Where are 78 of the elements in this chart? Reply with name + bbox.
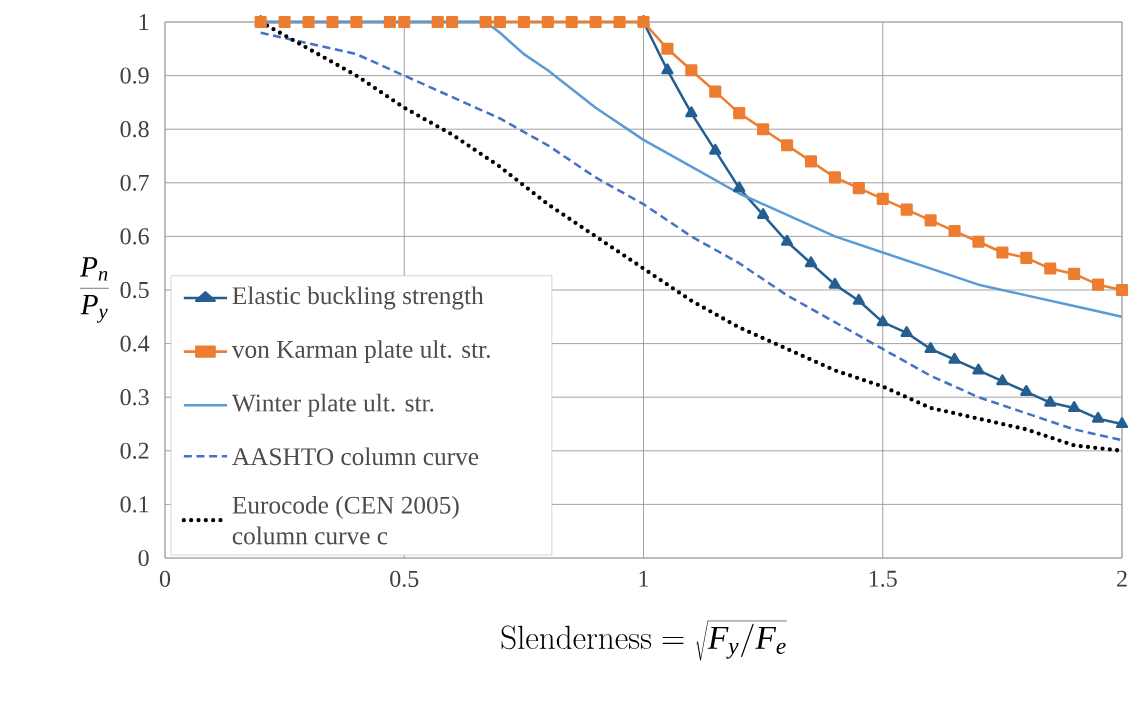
point: [876, 315, 889, 327]
point: [780, 234, 794, 246]
point: [1115, 283, 1129, 297]
point: [613, 15, 626, 29]
y-tick-label: 1: [139, 14, 149, 30]
y-tick-label: 0.2: [120, 442, 149, 459]
point: [685, 106, 698, 118]
point: [924, 214, 937, 227]
point: [1044, 395, 1057, 407]
point: [383, 15, 396, 29]
y-tick-label: 0.8: [120, 121, 149, 138]
y-tick-label: 0.7: [120, 174, 149, 191]
point: [876, 192, 889, 205]
point: [350, 15, 363, 29]
point: [1068, 401, 1081, 412]
legend-label: Elastic buckling strength: [232, 286, 484, 310]
point: [780, 139, 794, 152]
point: [972, 363, 985, 375]
legend-label: Winter plate ult. str.: [231, 393, 434, 417]
point: [948, 352, 961, 364]
x-tick-label: 0: [159, 570, 171, 587]
y-tick-label: 0: [138, 549, 149, 567]
point: [517, 15, 530, 29]
point: [493, 15, 507, 29]
point: [302, 15, 315, 29]
point: [709, 85, 722, 98]
point: [972, 235, 985, 248]
point: [278, 15, 291, 29]
point: [757, 123, 770, 136]
point: [565, 15, 578, 29]
point: [900, 203, 913, 216]
y-tick-label: 0.9: [120, 67, 149, 84]
point: [1092, 278, 1105, 291]
point: [733, 107, 746, 120]
y-tick-label: 0.1: [120, 496, 149, 513]
point: [1115, 417, 1129, 429]
point: [1020, 384, 1033, 396]
point: [996, 246, 1009, 259]
point: [757, 208, 770, 220]
point: [804, 256, 818, 268]
y-axis-title: $\frac{P_n}{P_y}$: [79, 257, 109, 323]
point: [996, 374, 1009, 386]
y-tick-label: 0.3: [120, 389, 149, 406]
point: [852, 182, 865, 195]
x-tick-label: 0.5: [390, 570, 419, 588]
x-tick-label: 1: [639, 570, 649, 587]
point: [541, 15, 554, 29]
point: [479, 15, 492, 29]
point: [431, 15, 444, 29]
point: [948, 224, 961, 238]
point: [828, 277, 842, 289]
y-tick-label: 0.6: [120, 228, 149, 245]
point: [804, 155, 818, 168]
legend-label: von Karman plate ult. str.: [231, 340, 490, 364]
point: [709, 143, 722, 155]
point: [685, 64, 698, 77]
point: [1020, 251, 1033, 264]
point: [924, 342, 937, 354]
point: [589, 15, 602, 29]
point: [900, 326, 913, 337]
point: [326, 15, 339, 29]
point: [852, 293, 865, 305]
point: [661, 63, 674, 75]
x-tick-label: 1.5: [869, 570, 897, 587]
x-tick-label: 2: [1117, 570, 1127, 587]
point: [733, 181, 746, 193]
x-axis-title: $\mathrm{Slenderness} = \sqrt{F_y/F_e}$: [501, 620, 787, 661]
point: [1068, 267, 1081, 280]
point: [1044, 262, 1057, 275]
point: [828, 171, 841, 184]
point: [661, 42, 674, 55]
legend-label: Eurocode (CEN 2005) column curve c: [232, 495, 459, 545]
point: [446, 15, 459, 29]
y-tick-label: 0.4: [120, 335, 150, 352]
point: [398, 15, 411, 29]
point: [1091, 411, 1105, 423]
legend-label: AASHTO column curve: [232, 447, 479, 466]
y-tick-label: 0.5: [120, 281, 149, 299]
